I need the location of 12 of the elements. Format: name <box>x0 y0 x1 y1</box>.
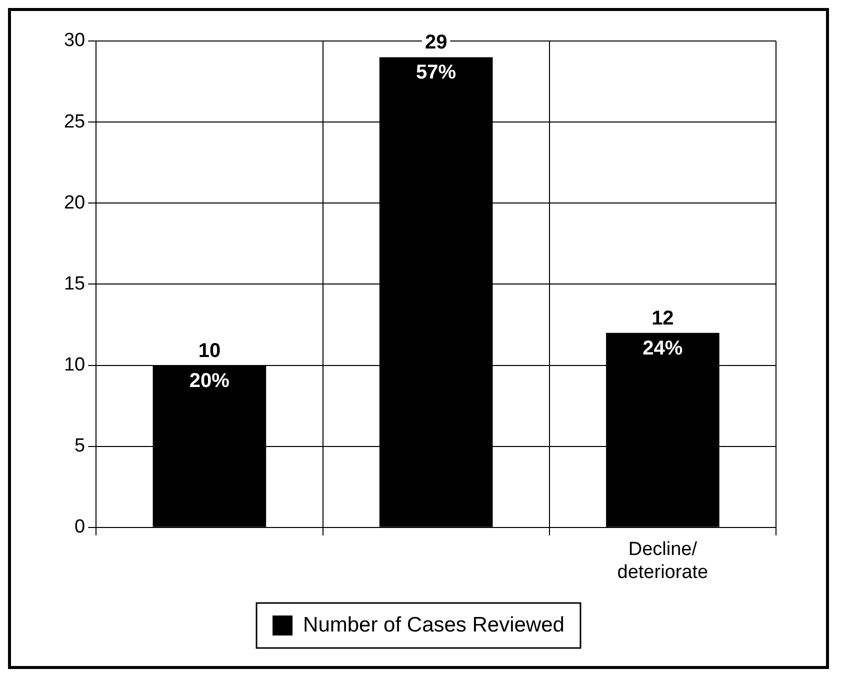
y-tick-label: 15 <box>64 273 86 294</box>
y-tick-label: 25 <box>64 111 86 132</box>
data-label: 12 24% <box>642 307 683 360</box>
data-label: 10 20% <box>189 340 230 392</box>
y-tick-label: 30 <box>64 30 86 52</box>
y-tick-label: 5 <box>74 436 86 457</box>
legend-label: Number of Cases Reviewed <box>303 613 564 636</box>
x-tick-label: Decline/ deteriorate <box>617 539 708 583</box>
data-label: 29 57% <box>416 32 456 84</box>
y-tick-label: 10 <box>64 354 86 376</box>
y-tick-label: 20 <box>64 192 86 214</box>
y-tick-label: 0 <box>74 516 86 538</box>
